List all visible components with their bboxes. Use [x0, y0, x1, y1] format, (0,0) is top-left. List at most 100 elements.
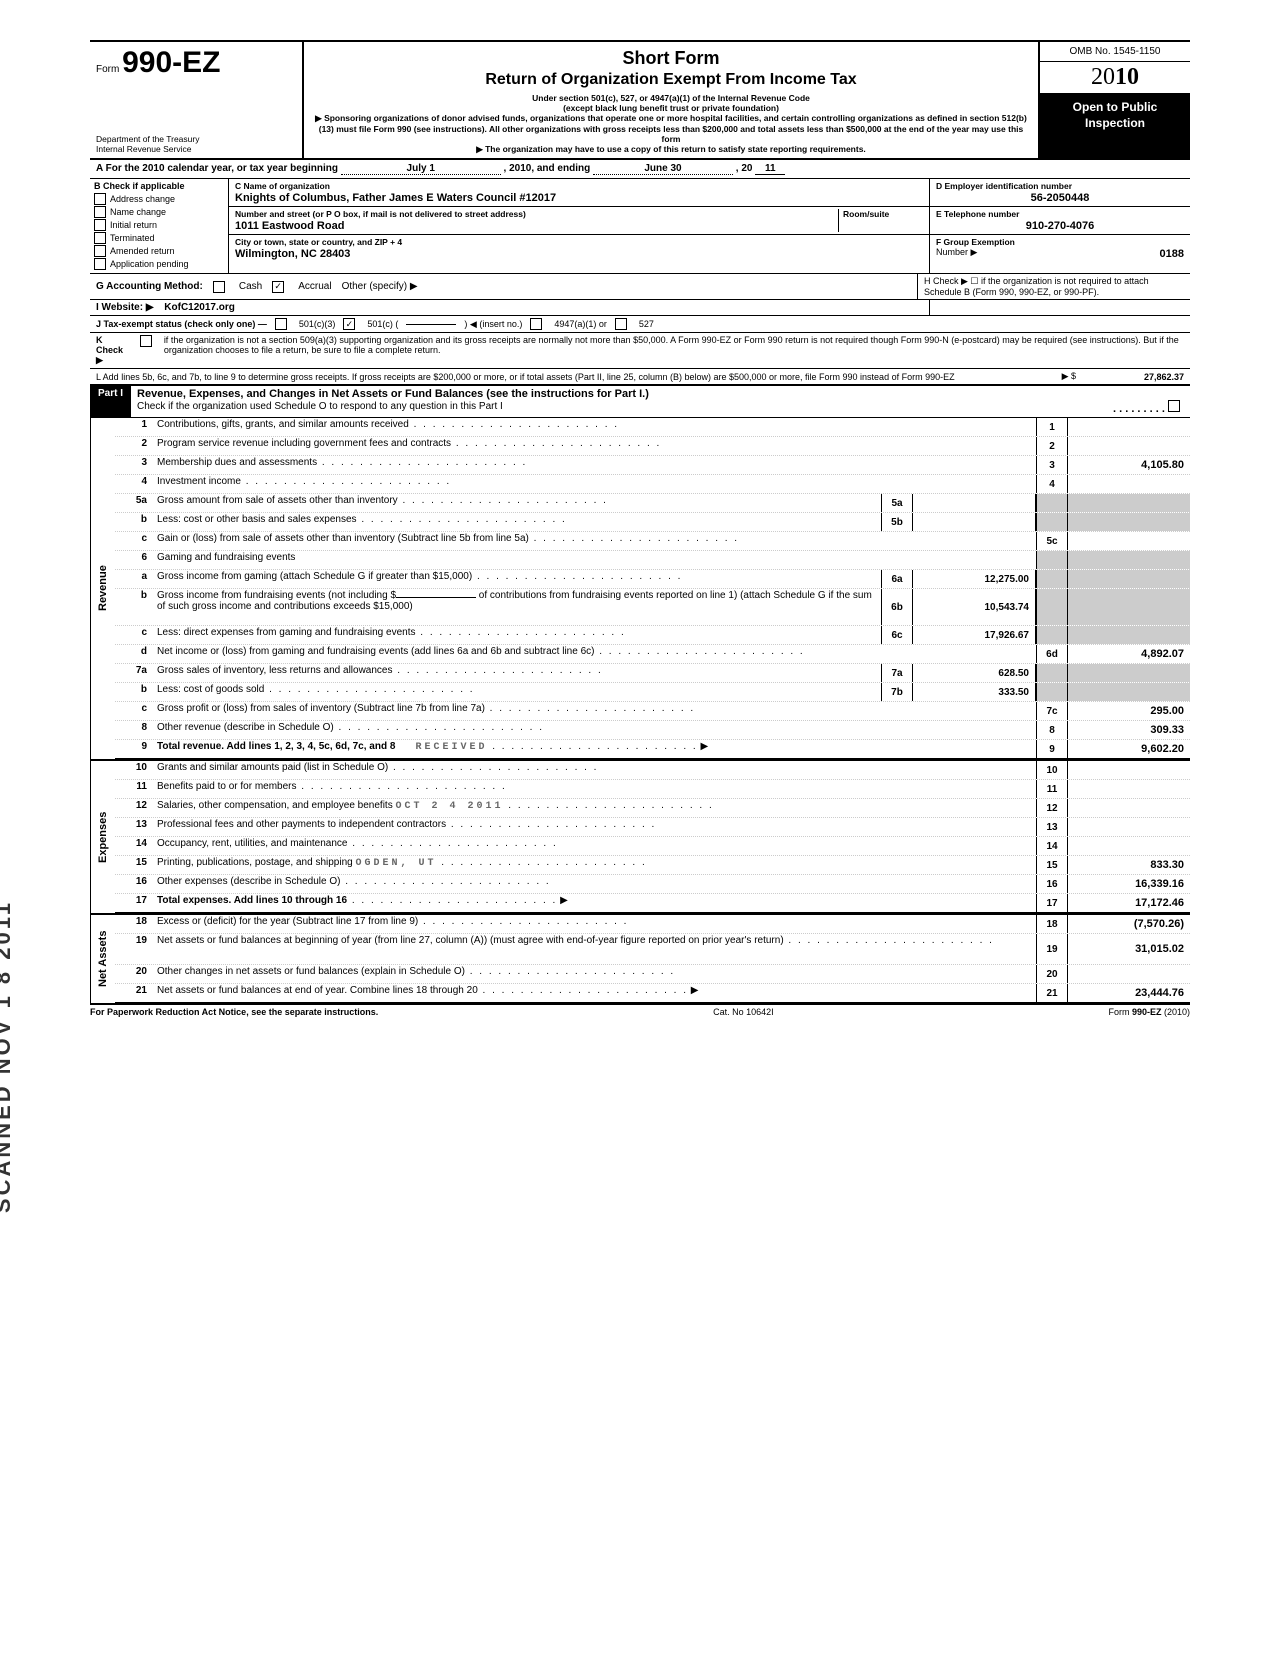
line-11-num: 11: [115, 780, 153, 798]
line-10-box: 10: [1036, 761, 1068, 779]
part1-header: Part I Revenue, Expenses, and Changes in…: [90, 386, 1190, 418]
checkbox-4947[interactable]: [530, 318, 542, 330]
line-14-box: 14: [1036, 837, 1068, 855]
netassets-lines: 18Excess or (deficit) for the year (Subt…: [115, 915, 1190, 1003]
checkbox-cash[interactable]: [213, 281, 225, 293]
line-21-box: 21: [1036, 984, 1068, 1002]
shade: [1036, 626, 1068, 644]
line-10-desc: Grants and similar amounts paid (list in…: [153, 761, 1036, 779]
line-5c-num: c: [115, 532, 153, 550]
checkbox-k[interactable]: [140, 335, 152, 347]
chk-address: Address change: [94, 193, 224, 205]
org-name: Knights of Columbus, Father James E Wate…: [235, 192, 923, 204]
dept-label: Department of the Treasury Internal Reve…: [96, 135, 296, 154]
chk-lbl-name: Name change: [110, 207, 166, 217]
4947-label: 4947(a)(1) or: [554, 319, 607, 329]
shade: [1068, 513, 1190, 531]
header: Form 990-EZ Department of the Treasury I…: [90, 42, 1190, 160]
period-yr-lbl: , 20: [736, 163, 753, 174]
527-label: 527: [639, 319, 654, 329]
line-5b-desc: Less: cost or other basis and sales expe…: [153, 513, 881, 531]
row-k-text: if the organization is not a section 509…: [164, 335, 1184, 355]
tel-label: E Telephone number: [936, 209, 1184, 219]
shade: [1068, 551, 1190, 569]
line-9-amt: 9,602.20: [1068, 740, 1190, 758]
chk-lbl-terminated: Terminated: [110, 233, 155, 243]
checkbox-icon[interactable]: [94, 219, 106, 231]
line-6d-box: 6d: [1036, 645, 1068, 663]
line-6b-subamt: 10,543.74: [913, 589, 1036, 625]
line-5a-sub: 5a: [881, 494, 913, 512]
line-21-amt: 23,444.76: [1068, 984, 1190, 1002]
gross-receipts: 27,862.37: [1084, 372, 1184, 382]
line-1-box: 1: [1036, 418, 1068, 436]
chk-lbl-pending: Application pending: [110, 259, 189, 269]
checkbox-icon[interactable]: [94, 245, 106, 257]
line-15-box: 15: [1036, 856, 1068, 874]
line-18-num: 18: [115, 915, 153, 933]
line-6d-desc: Net income or (loss) from gaming and fun…: [153, 645, 1036, 663]
revenue-label: Revenue: [90, 418, 115, 759]
line-21-num: 21: [115, 984, 153, 1002]
checkbox-501c3[interactable]: [275, 318, 287, 330]
line-11-box: 11: [1036, 780, 1068, 798]
row-g: G Accounting Method: Cash ✓Accrual Other…: [90, 274, 917, 299]
insert-no-blank[interactable]: [406, 324, 456, 325]
line-20-desc: Other changes in net assets or fund bala…: [153, 965, 1036, 983]
checkbox-icon[interactable]: [94, 193, 106, 205]
tel-value: 910-270-4076: [936, 220, 1184, 232]
row-h-text: H Check ▶ ☐ if the organization is not r…: [924, 276, 1149, 297]
checkbox-501c[interactable]: ✓: [343, 318, 355, 330]
checkbox-icon[interactable]: [94, 206, 106, 218]
insert-label: ) ◀ (insert no.): [464, 319, 522, 330]
501c-label: 501(c) (: [367, 319, 398, 329]
group-value: 0188: [1160, 248, 1184, 260]
checkbox-527[interactable]: [615, 318, 627, 330]
line-3-desc: Membership dues and assessments: [153, 456, 1036, 474]
line-2-desc: Program service revenue including govern…: [153, 437, 1036, 455]
line-19-amt: 31,015.02: [1068, 934, 1190, 964]
addr-value: 1011 Eastwood Road: [235, 220, 838, 232]
line-17-desc: Total expenses. Add lines 10 through 16: [153, 894, 1036, 912]
tax-year: 2010: [1040, 62, 1190, 94]
shade: [1068, 589, 1190, 625]
expenses-table: Expenses 10Grants and similar amounts pa…: [90, 761, 1190, 915]
line-6c-sub: 6c: [881, 626, 913, 644]
line-15-desc: Printing, publications, postage, and shi…: [153, 856, 1036, 874]
org-addr-cell: Number and street (or P O box, if mail i…: [229, 207, 929, 235]
line-14-amt: [1068, 837, 1190, 855]
line-7a-subamt: 628.50: [913, 664, 1036, 682]
line-20-box: 20: [1036, 965, 1068, 983]
501c3-label: 501(c)(3): [299, 319, 336, 329]
line-7c-box: 7c: [1036, 702, 1068, 720]
line-7b-num: b: [115, 683, 153, 701]
line-21-desc: Net assets or fund balances at end of ye…: [153, 984, 1036, 1002]
line-6a-sub: 6a: [881, 570, 913, 588]
line-12-amt: [1068, 799, 1190, 817]
website-value: KofC12017.org: [164, 302, 235, 313]
org-name-cell: C Name of organization Knights of Columb…: [229, 179, 929, 207]
line-2-num: 2: [115, 437, 153, 455]
checkbox-icon[interactable]: [94, 232, 106, 244]
cash-label: Cash: [239, 281, 262, 292]
line-15-num: 15: [115, 856, 153, 874]
shade: [1036, 664, 1068, 682]
shade: [1036, 589, 1068, 625]
checkbox-icon[interactable]: [94, 258, 106, 270]
line-1-num: 1: [115, 418, 153, 436]
line-14-num: 14: [115, 837, 153, 855]
period-begin: July 1: [341, 163, 501, 175]
col-right-info: D Employer identification number 56-2050…: [929, 179, 1190, 273]
shade: [1036, 513, 1068, 531]
subtitle1: Under section 501(c), 527, or 4947(a)(1)…: [312, 93, 1030, 103]
date-stamp: OCT 2 4 2011: [395, 801, 503, 812]
omb-number: OMB No. 1545-1150: [1040, 42, 1190, 62]
shade: [1068, 664, 1190, 682]
scanned-stamp: SCANNED NOV 1 8 2011: [0, 900, 16, 1213]
checkbox-schedule-o[interactable]: [1168, 400, 1180, 412]
subtitle2: (except black lung benefit trust or priv…: [312, 103, 1030, 113]
line-10-amt: [1068, 761, 1190, 779]
checkbox-accrual[interactable]: ✓: [272, 281, 284, 293]
line-6d-amt: 4,892.07: [1068, 645, 1190, 663]
part1-title: Revenue, Expenses, and Changes in Net As…: [137, 388, 649, 400]
